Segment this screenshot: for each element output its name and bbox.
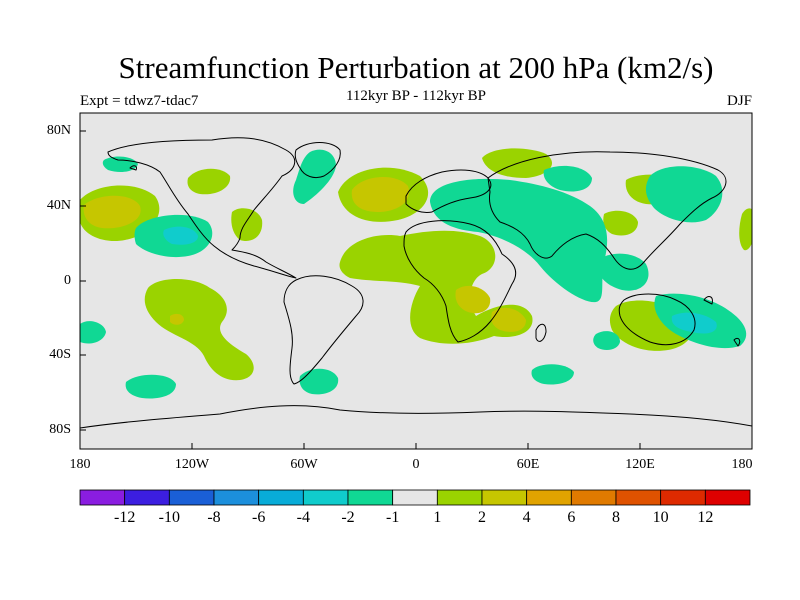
colorbar-swatch — [258, 489, 304, 506]
coastline-europe — [405, 169, 492, 213]
contour-region — [187, 168, 231, 195]
colorbar-swatch — [660, 489, 706, 506]
contour-region — [299, 368, 339, 395]
contour-region — [293, 149, 336, 204]
contour-region — [645, 166, 723, 223]
lon-tick-60w: 60W — [290, 457, 318, 472]
colorbar-label: -10 — [158, 509, 180, 526]
colorbar-label: 1 — [433, 509, 442, 526]
contour-region — [430, 178, 608, 303]
lon-tick-0: 0 — [412, 457, 420, 472]
colorbar-label: -2 — [341, 509, 355, 526]
colorbar-swatch — [704, 489, 751, 506]
colorbar-label: -8 — [207, 509, 221, 526]
experiment-label: Expt = tdwz7-tdac7 — [80, 93, 199, 109]
lat-tick-80n: 80N — [46, 123, 71, 138]
lon-tick-60e: 60E — [516, 457, 540, 472]
lat-tick-40s: 40S — [49, 347, 71, 362]
lon-tick-180w: 180 — [69, 457, 91, 472]
contour-region — [739, 208, 752, 251]
colorbar-swatch — [124, 489, 170, 506]
colorbar-label: -12 — [113, 509, 136, 526]
contour-region — [144, 279, 254, 381]
colorbar — [79, 489, 751, 506]
coastline-antarctica — [80, 405, 752, 429]
colorbar-label: 8 — [612, 509, 620, 526]
coastline-north-america — [107, 137, 297, 279]
contour-region — [455, 285, 491, 314]
colorbar-label: -6 — [251, 509, 266, 526]
colorbar-swatch — [615, 489, 662, 506]
colorbar-swatch — [570, 489, 617, 506]
colorbar-swatch — [347, 489, 394, 506]
season-label: DJF — [726, 93, 752, 109]
contour-region — [231, 208, 263, 242]
contour-region — [80, 321, 106, 344]
contour-region — [83, 195, 141, 229]
colorbar-label: 10 — [652, 509, 669, 526]
lat-tick-0: 0 — [64, 273, 71, 288]
lon-tick-120e: 120E — [625, 457, 655, 472]
contour-region — [351, 176, 410, 212]
contour-region — [671, 312, 717, 334]
colorbar-swatch — [526, 489, 572, 506]
contour-fields — [80, 148, 752, 399]
coastline-asia — [487, 151, 727, 270]
coastline-greenland — [294, 142, 341, 179]
contour-region — [339, 230, 533, 344]
colorbar-swatch — [168, 489, 215, 506]
colorbar-swatch — [481, 489, 528, 506]
map-title: Streamfunction Perturbation at 200 hPa (… — [118, 50, 714, 85]
colorbar-label: 6 — [567, 509, 576, 526]
contour-region — [163, 226, 198, 245]
colorbar-label: 12 — [697, 509, 714, 526]
coastline-africa — [403, 220, 517, 343]
contour-region — [491, 307, 526, 332]
colorbar-swatch — [392, 489, 438, 506]
colorbar-swatch — [213, 489, 260, 506]
coastline-islands — [129, 165, 741, 347]
contour-region — [597, 253, 649, 291]
colorbar-label: 4 — [522, 509, 531, 526]
colorbar-swatch — [302, 489, 349, 506]
coastline-australia — [618, 293, 696, 346]
contour-region — [531, 364, 574, 385]
lon-tick-120w: 120W — [174, 457, 210, 472]
colorbar-label: -1 — [385, 509, 400, 526]
coastlines — [80, 137, 752, 429]
contour-region — [603, 210, 638, 236]
contour-region — [170, 313, 184, 325]
lat-tick-40n: 40N — [46, 198, 71, 213]
map-subtitle: 112kyr BP - 112kyr BP — [345, 88, 486, 104]
colorbar-label: 2 — [478, 509, 486, 526]
axis-ticks — [79, 130, 753, 449]
colorbar-label: -4 — [296, 509, 310, 526]
lat-tick-80s: 80S — [49, 422, 71, 437]
contour-region — [543, 165, 592, 192]
lon-tick-180e: 180 — [731, 457, 753, 472]
colorbar-swatch — [79, 489, 126, 506]
coastline-south-america — [283, 275, 364, 385]
colorbar-swatch — [436, 489, 483, 506]
contour-region — [593, 331, 620, 350]
contour-region — [125, 374, 176, 399]
